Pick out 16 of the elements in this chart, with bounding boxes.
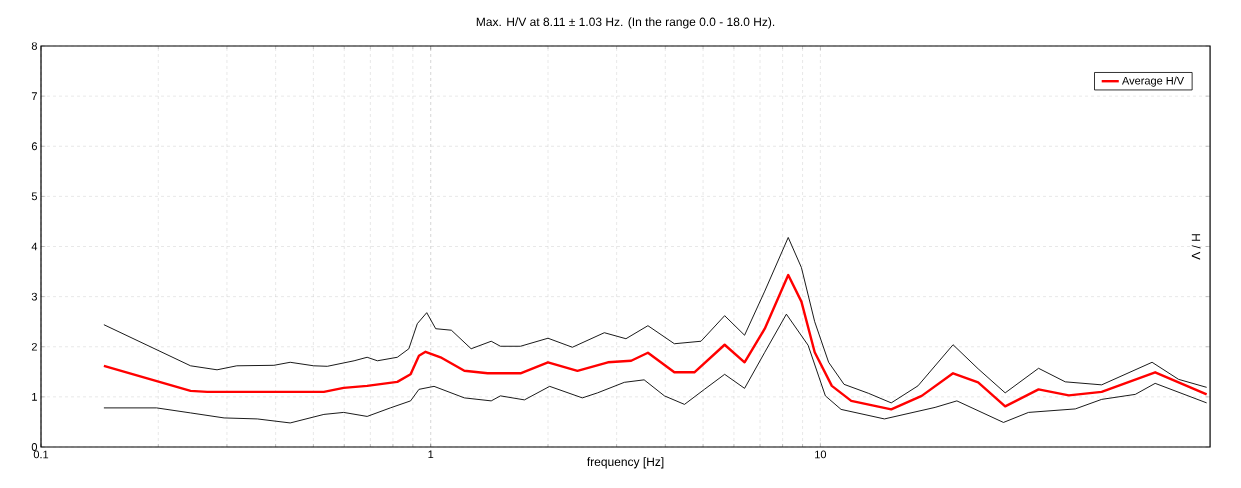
legend-label: Average H/V [1121, 76, 1185, 87]
y-tick-label: 2 [31, 342, 37, 351]
y-tick-label: 8 [31, 42, 37, 50]
y-tick-label: 3 [31, 292, 37, 301]
y-tick-label: 4 [31, 242, 38, 251]
y-tick-label: 7 [31, 92, 37, 100]
x-tick-label: 10 [815, 450, 827, 459]
y-tick-label: 0 [31, 443, 38, 451]
y-tick-label: 5 [31, 192, 37, 201]
y-tick-label: 6 [31, 142, 37, 151]
x-tick-label: 0.1 [33, 450, 49, 459]
chart-title: Max. H/V at 8.11 ± 1.03 Hz. (In the range 0.0 - 18.0 Hz). [476, 17, 775, 29]
y-tick-label: 1 [32, 393, 37, 401]
y-axis-title: H / V [1191, 234, 1201, 260]
x-tick-label: 1 [428, 450, 434, 459]
x-axis-title: frequency [Hz] [587, 457, 664, 469]
